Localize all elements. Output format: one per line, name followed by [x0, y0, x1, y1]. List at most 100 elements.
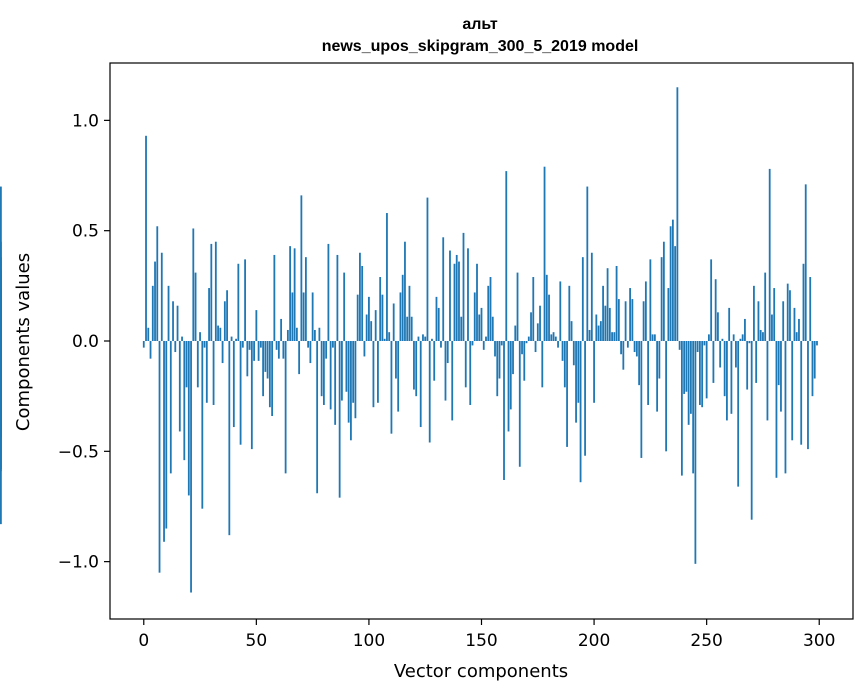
bar: [640, 341, 643, 458]
y-axis-ticks: −1.0 −0.5 0.0 0.5 1.0: [58, 111, 110, 573]
bar: [444, 341, 447, 401]
bar: [201, 341, 204, 509]
bar: [595, 314, 598, 341]
bar: [329, 341, 332, 410]
bar: [291, 292, 294, 341]
bar: [647, 341, 650, 405]
bar: [0, 186, 2, 341]
bar: [757, 301, 760, 341]
bar: [766, 341, 769, 421]
bar: [363, 341, 366, 357]
bar: [500, 341, 503, 346]
x-axis-ticks: 0 50 100 150 200 250 300: [138, 619, 835, 651]
bar: [728, 307, 731, 341]
bar: [795, 332, 798, 341]
bar: [210, 243, 213, 341]
bar: [532, 277, 535, 341]
bar: [250, 341, 253, 450]
bar: [811, 341, 814, 397]
y-tick-label: 0.5: [72, 222, 99, 242]
bar: [196, 341, 199, 388]
bar: [304, 257, 307, 341]
bar: [230, 336, 233, 341]
bar: [381, 294, 384, 341]
bar: [320, 341, 323, 397]
bar: [145, 135, 147, 341]
bar: [248, 341, 251, 350]
bar: [559, 281, 562, 341]
bar: [392, 303, 395, 341]
bar: [710, 259, 713, 341]
bar: [273, 254, 276, 341]
bar: [413, 341, 415, 390]
bar: [608, 307, 611, 341]
bar: [354, 341, 357, 419]
bar: [730, 341, 733, 414]
bar: [246, 341, 249, 377]
bar: [298, 341, 301, 375]
bar: [352, 341, 355, 403]
bar: [149, 341, 152, 359]
bar: [746, 341, 749, 390]
bar: [552, 332, 555, 341]
bar: [809, 277, 812, 341]
bar: [190, 341, 192, 593]
bar: [156, 226, 159, 341]
bar: [554, 336, 557, 341]
bar: [775, 341, 778, 478]
bar: [174, 341, 177, 353]
bar: [255, 310, 258, 341]
bar: [172, 301, 174, 341]
bar: [205, 341, 208, 403]
bar: [419, 341, 422, 428]
bar: [462, 232, 465, 341]
bar: [181, 336, 183, 341]
bar: [485, 336, 487, 341]
bar: [782, 301, 785, 341]
bar: [147, 327, 150, 341]
bar: [388, 332, 391, 341]
bar: [563, 341, 566, 388]
bar: [816, 341, 818, 346]
bar: [626, 341, 629, 348]
bar: [680, 341, 683, 476]
bar: [748, 341, 751, 344]
bar: [768, 168, 771, 341]
bar: [518, 341, 521, 467]
bar: [588, 329, 591, 341]
y-tick-label: 0.0: [72, 332, 99, 352]
bar: [235, 338, 237, 341]
bar: [415, 341, 418, 397]
bar: [649, 259, 652, 341]
bar: [487, 285, 490, 341]
bar: [311, 292, 314, 341]
bar: [345, 341, 348, 392]
bar: [244, 259, 246, 341]
bar: [356, 294, 359, 341]
bar: [764, 272, 767, 341]
bar: [383, 338, 386, 341]
bar: [786, 283, 789, 341]
bar: [359, 252, 361, 341]
bar: [762, 332, 764, 341]
bar: [187, 341, 190, 496]
bar: [158, 341, 161, 573]
bar: [509, 341, 512, 410]
bar: [221, 341, 224, 364]
bar: [579, 341, 582, 483]
bar: [397, 341, 400, 412]
bar: [590, 252, 593, 341]
bar: [277, 341, 280, 359]
bar: [300, 195, 303, 341]
bars-group: [0, 87, 818, 593]
bar: [347, 341, 350, 423]
bar: [536, 323, 539, 341]
bar: [800, 341, 803, 445]
bar: [257, 341, 260, 361]
bar: [286, 329, 289, 341]
bar: [539, 305, 541, 341]
bar: [318, 327, 321, 341]
bar: [744, 318, 746, 341]
bar: [334, 341, 337, 425]
bar: [568, 285, 571, 341]
